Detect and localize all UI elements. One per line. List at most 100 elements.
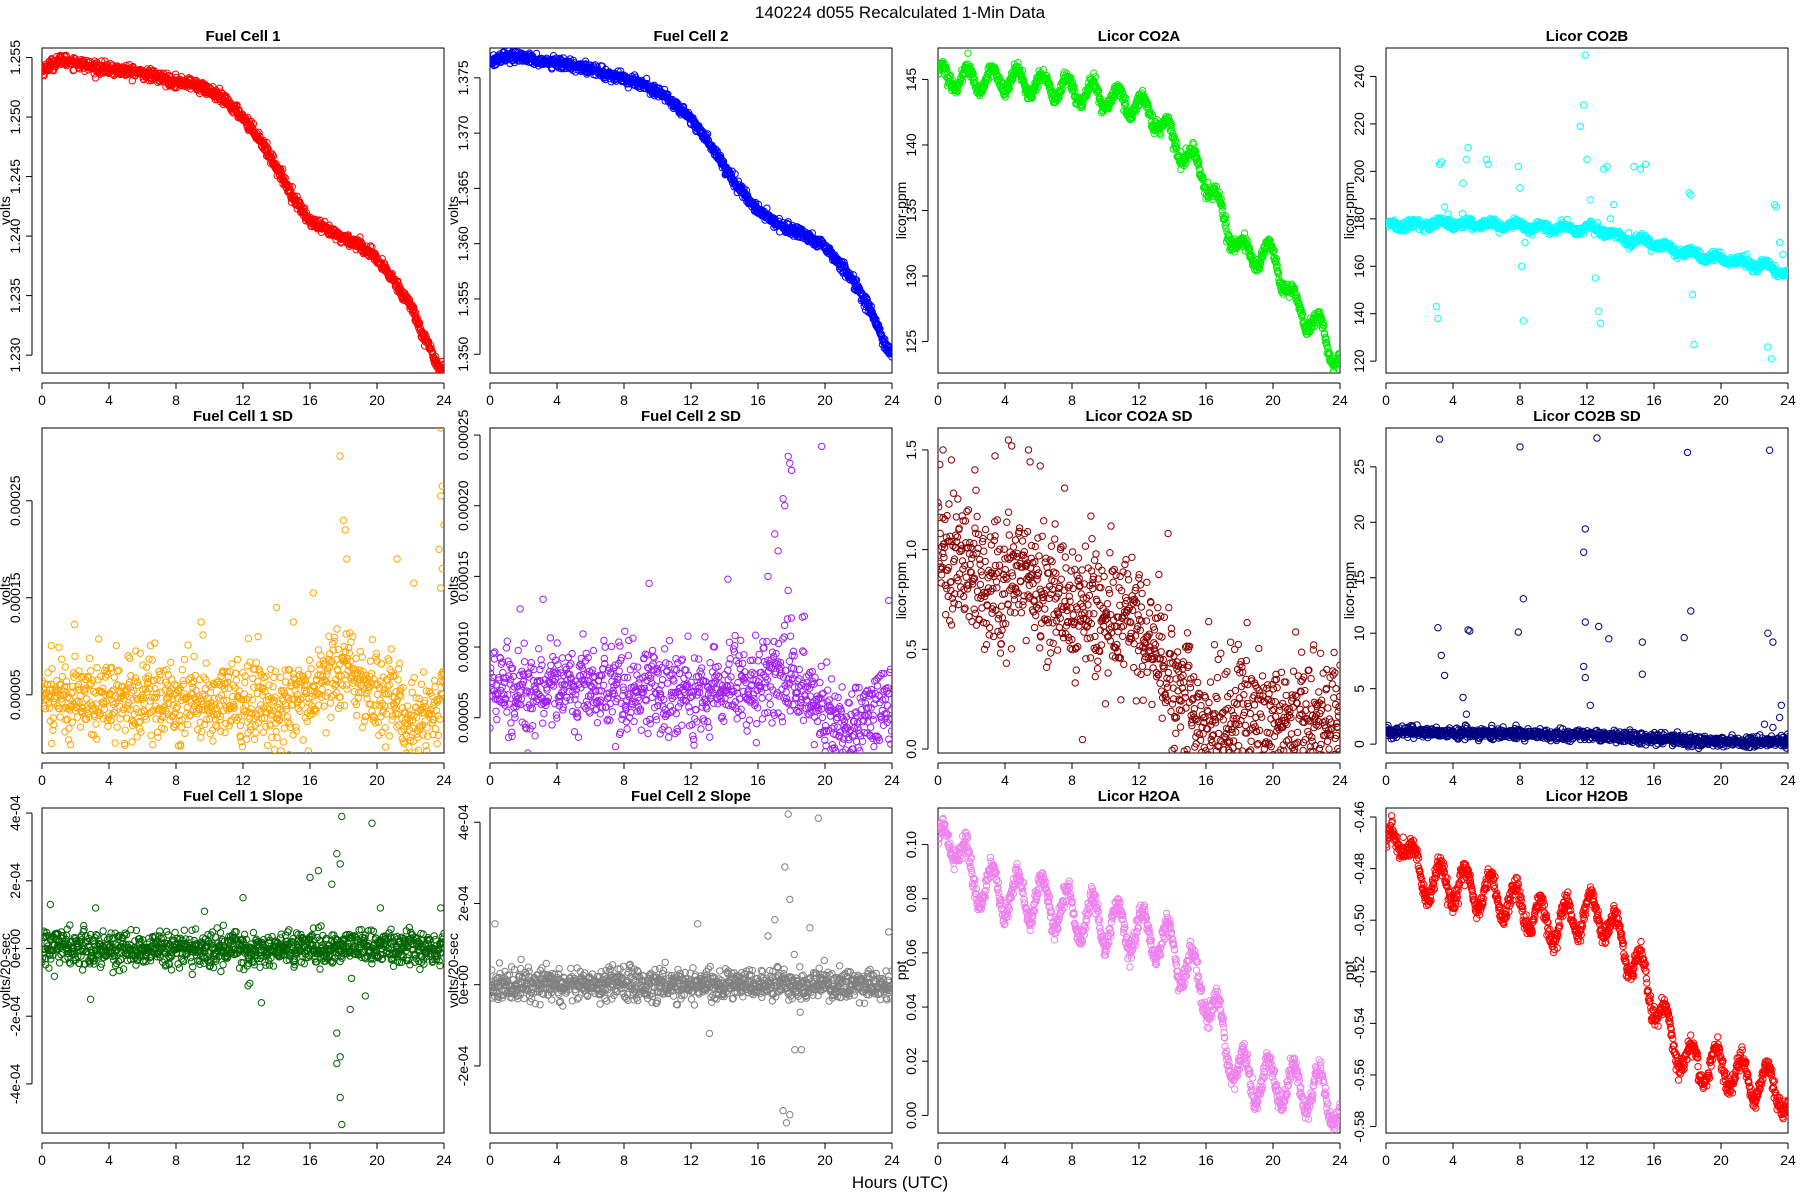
data-point	[229, 692, 237, 701]
x-tick-label: 24	[1780, 392, 1796, 408]
y-tick-label: 120	[1351, 349, 1367, 373]
data-point	[180, 655, 189, 664]
x-tick-label: 24	[436, 772, 452, 788]
data-point	[230, 704, 239, 712]
data-point	[199, 631, 207, 639]
data-point	[194, 725, 202, 734]
data-point	[49, 726, 57, 734]
data-point	[172, 704, 180, 713]
data-point	[151, 685, 159, 693]
data-point	[616, 67, 625, 75]
data-point	[61, 728, 69, 736]
data-point	[441, 371, 444, 373]
outlier-point	[1518, 262, 1526, 270]
data-point	[152, 715, 160, 723]
data-point	[142, 663, 151, 671]
data-point	[167, 675, 176, 683]
data-point	[431, 352, 440, 361]
data-point	[46, 693, 54, 701]
data-point	[216, 716, 224, 724]
data-point	[225, 684, 233, 692]
outlier-point	[1606, 215, 1615, 223]
data-point	[174, 742, 183, 750]
data-point	[66, 706, 74, 714]
data-point	[1120, 98, 1128, 107]
data-point	[50, 721, 58, 729]
data-point	[122, 685, 131, 693]
data-point	[128, 721, 137, 730]
outlier-point	[1583, 155, 1591, 164]
data-point	[202, 659, 210, 667]
data-point	[1335, 351, 1340, 359]
data-point	[1005, 85, 1013, 93]
panel-title: Fuel Cell 2	[653, 28, 728, 45]
data-point	[231, 713, 239, 722]
panel-grid: Fuel Cell 10 4 8 12 16 20 241.2301.2351.2401.2…	[0, 28, 1796, 1168]
data-point	[112, 641, 121, 650]
y-tick-label: 1.250	[7, 99, 23, 134]
data-point	[280, 173, 288, 181]
data-point	[184, 641, 192, 649]
x-tick-label: 20	[1265, 392, 1281, 408]
x-tick-label: 0	[1382, 392, 1390, 408]
data-point	[113, 723, 121, 731]
data-point	[123, 714, 131, 722]
data-point	[1001, 93, 1009, 101]
data-point	[1148, 111, 1157, 119]
data-point	[204, 707, 212, 715]
data-point	[126, 654, 134, 662]
data-point	[1741, 251, 1749, 260]
data-point	[221, 685, 229, 693]
x-tick-label: 24	[1332, 392, 1348, 408]
data-point	[178, 666, 187, 674]
data-point	[100, 705, 109, 713]
data-point	[133, 733, 141, 741]
data-point	[193, 710, 202, 718]
data-point	[1318, 315, 1326, 323]
data-point	[87, 679, 95, 688]
data-point	[94, 708, 103, 716]
data-point	[1299, 310, 1307, 318]
data-point	[67, 689, 76, 697]
data-point	[969, 69, 977, 78]
data-point	[1068, 78, 1077, 87]
data-point	[42, 71, 48, 80]
data-point	[1293, 293, 1301, 301]
data-point	[285, 182, 294, 191]
data-point	[45, 699, 53, 708]
data-point	[48, 739, 56, 748]
x-tick-label: 20	[817, 392, 833, 408]
y-tick-label: 1.355	[455, 281, 471, 316]
data-point	[99, 684, 107, 692]
data-point	[178, 716, 186, 724]
data-point	[127, 671, 135, 680]
y-tick-label: 1.235	[7, 278, 23, 313]
data-point	[1171, 142, 1179, 150]
outlier-point	[1521, 238, 1529, 247]
y-axis-label: volts	[0, 576, 13, 605]
data-point	[73, 713, 82, 721]
y-tick-label: 130	[903, 264, 919, 288]
data-point	[169, 695, 177, 704]
data-point	[212, 721, 220, 729]
outlier-point	[1603, 162, 1611, 171]
data-point	[887, 348, 892, 356]
data-point	[179, 677, 187, 685]
data-point	[1120, 101, 1129, 109]
panel-title: Licor CO2A	[1098, 28, 1181, 45]
outlier-point	[1595, 307, 1603, 315]
outlier-point	[1464, 143, 1472, 152]
data-point	[55, 705, 63, 713]
data-point	[107, 663, 116, 672]
data-point	[95, 635, 103, 643]
data-point	[175, 711, 184, 720]
data-point	[1157, 131, 1165, 139]
outlier-point	[1693, 253, 1702, 261]
data-point	[1121, 94, 1130, 102]
data-point	[219, 667, 227, 675]
data-point	[148, 656, 157, 664]
data-point	[211, 701, 219, 709]
data-point	[181, 729, 189, 738]
data-point	[826, 246, 834, 255]
data-point	[173, 703, 181, 711]
